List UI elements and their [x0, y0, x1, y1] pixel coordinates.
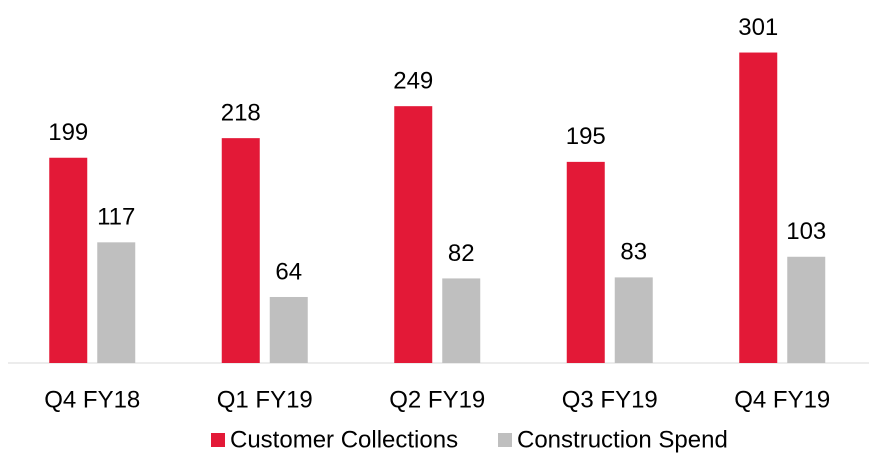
data-label: 218: [221, 99, 261, 126]
bar: [566, 161, 605, 363]
legend-swatch: [211, 433, 225, 447]
bar: [739, 52, 778, 363]
bar: [49, 157, 88, 363]
bar: [269, 296, 308, 363]
bar: [394, 106, 433, 363]
bar: [97, 242, 136, 363]
x-tick-label: Q3 FY19: [562, 386, 658, 413]
data-label: 83: [620, 239, 647, 266]
bar: [221, 138, 260, 363]
data-label: 117: [97, 204, 135, 231]
data-label: 249: [393, 68, 433, 95]
data-label: 195: [566, 123, 606, 150]
data-label: 103: [786, 218, 826, 245]
legend-swatch: [498, 433, 512, 447]
data-label: 301: [738, 14, 778, 41]
data-label: 64: [275, 258, 302, 285]
legend-label: Construction Spend: [517, 426, 728, 453]
data-label: 82: [448, 240, 475, 267]
data-label: 199: [48, 119, 88, 146]
x-tick-label: Q4 FY18: [44, 386, 140, 413]
legend-label: Customer Collections: [230, 426, 458, 453]
x-tick-label: Q2 FY19: [389, 386, 485, 413]
bar: [787, 256, 826, 363]
bar: [614, 277, 653, 363]
x-tick-label: Q4 FY19: [734, 386, 830, 413]
bar: [442, 278, 481, 363]
x-tick-label: Q1 FY19: [217, 386, 313, 413]
